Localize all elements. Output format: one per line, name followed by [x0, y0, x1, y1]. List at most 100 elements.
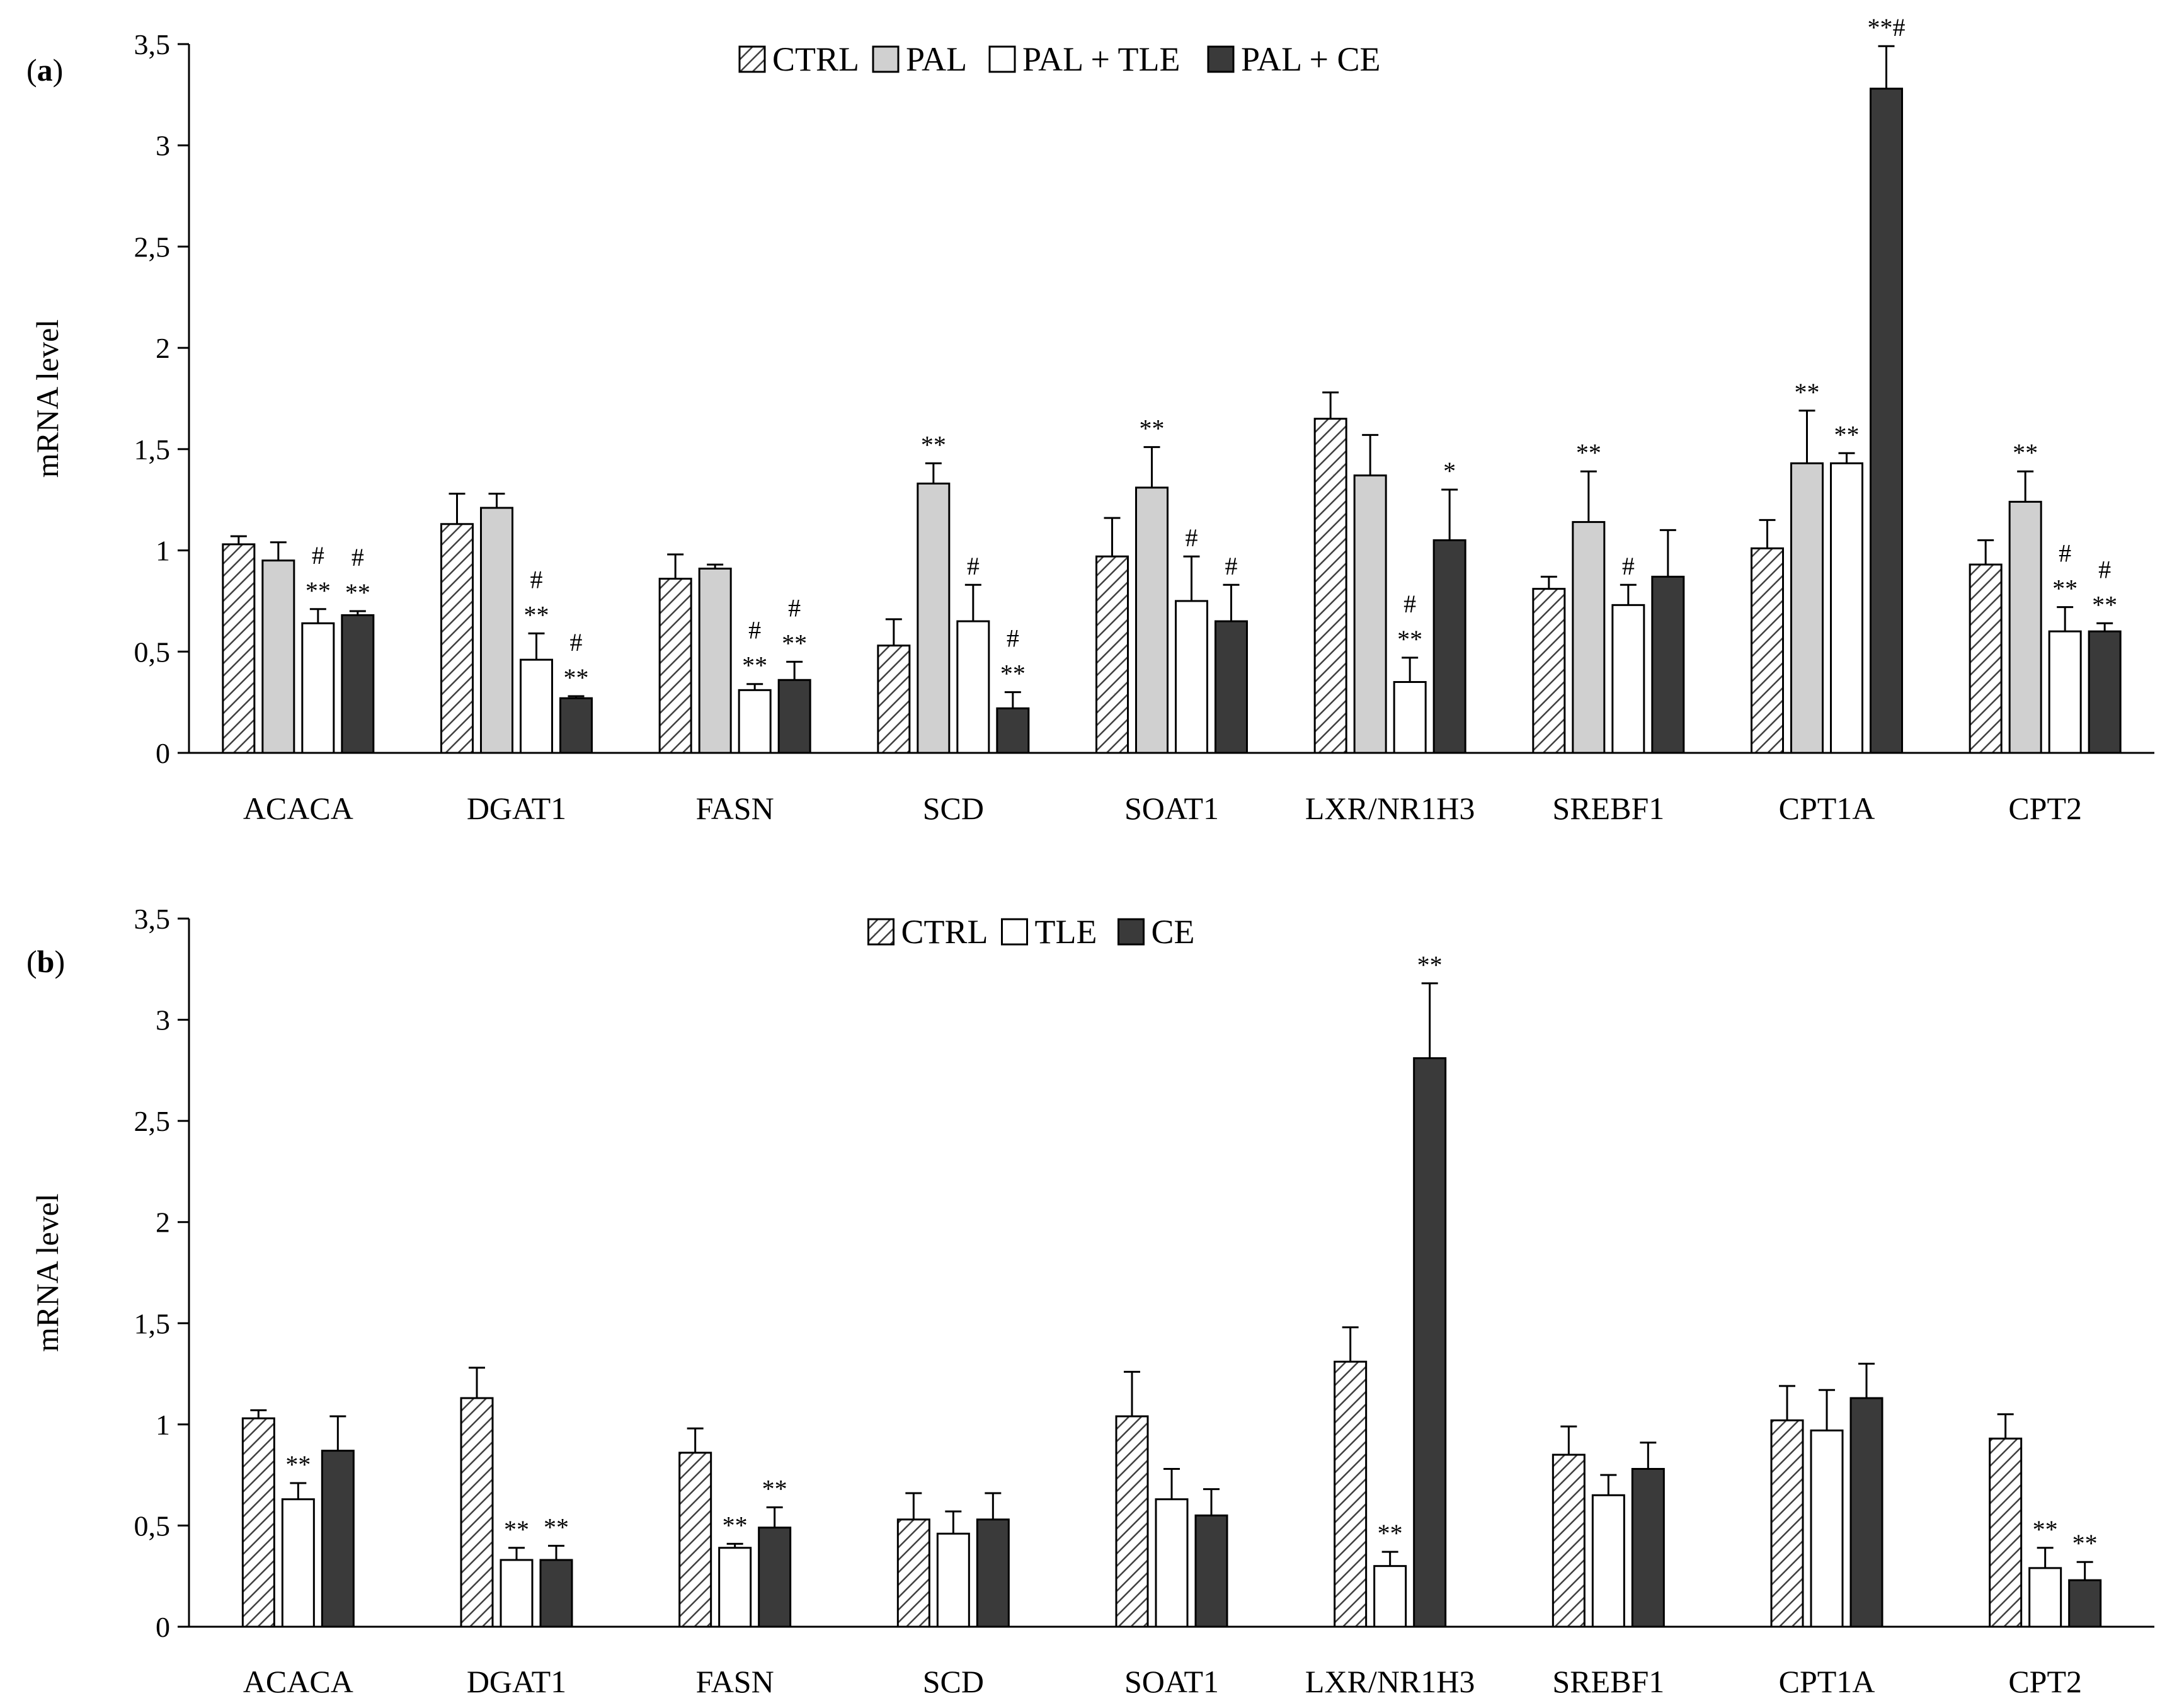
significance-mark: **	[524, 600, 549, 629]
y-tick-label: 3	[156, 1004, 170, 1036]
y-tick-label: 0,5	[134, 636, 171, 668]
bar-hatch	[678, 1452, 712, 1628]
significance-mark: #	[748, 616, 761, 645]
significance-mark: **	[2052, 575, 2078, 603]
bar-white	[2048, 630, 2082, 754]
bar-white	[1810, 1429, 1844, 1628]
significance-mark: *	[1443, 457, 1456, 485]
legend-swatch-white	[1001, 918, 1028, 946]
bar-hatch	[460, 1397, 494, 1628]
bar-dark	[341, 614, 375, 754]
x-category-label: LXR/NR1H3	[1305, 791, 1475, 826]
significance-mark: **#	[1868, 13, 1906, 42]
bar-hatch	[222, 543, 256, 754]
bar-dark	[559, 697, 593, 754]
x-category-label: LXR/NR1H3	[1305, 1664, 1475, 1699]
significance-mark: **	[723, 1511, 748, 1539]
bar-light	[261, 559, 295, 754]
bar-hatch	[1334, 1360, 1368, 1628]
significance-mark: **	[285, 1450, 311, 1479]
bar-dark	[1194, 1514, 1228, 1628]
significance-mark: **	[2013, 438, 2038, 467]
y-axis-label: mRNA level	[30, 1193, 65, 1351]
significance-mark: **	[1140, 415, 1165, 443]
bar-light	[1353, 474, 1387, 754]
bar-light	[480, 507, 513, 754]
y-tick-label: 0,5	[134, 1510, 171, 1542]
legend-swatch-hatch	[867, 918, 895, 946]
significance-mark: #	[1403, 590, 1416, 618]
bar-dark	[758, 1527, 792, 1628]
panel-letter: b	[37, 944, 55, 979]
legend-label: CTRL	[772, 40, 859, 78]
bar-hatch	[1095, 555, 1129, 754]
legend-swatch-dark	[1117, 918, 1145, 946]
bar-dark	[321, 1450, 355, 1628]
legend-swatch-hatch	[738, 45, 766, 73]
y-tick-label: 2,5	[134, 231, 171, 263]
significance-mark: **	[1576, 438, 1601, 467]
bar-light	[917, 483, 951, 754]
bar-dark	[1413, 1057, 1447, 1628]
x-category-label: DGAT1	[467, 1664, 566, 1699]
bar-hatch	[1770, 1419, 1804, 1628]
bar-hatch	[241, 1417, 275, 1628]
panel-label: (b)	[26, 944, 65, 979]
legend-label: TLE	[1035, 913, 1097, 951]
x-category-label: FASN	[696, 1664, 774, 1699]
x-category-label: SREBF1	[1552, 791, 1664, 826]
significance-mark: **	[2072, 1529, 2098, 1557]
significance-mark: #	[312, 541, 324, 570]
significance-mark: #	[570, 628, 583, 656]
y-tick-label: 1	[156, 535, 170, 567]
y-tick-label: 1,5	[134, 433, 171, 466]
x-category-label: SREBF1	[1552, 1664, 1664, 1699]
significance-mark: #	[2098, 555, 2111, 583]
bar-light	[698, 568, 732, 754]
bar-hatch	[1115, 1415, 1149, 1628]
bar-dark	[976, 1518, 1010, 1628]
bar-hatch	[1751, 547, 1784, 754]
significance-mark: **	[1397, 625, 1422, 653]
panel-a: (a)mRNA level00,511,522,533,5ACACA**#**#…	[26, 13, 2154, 826]
bar-hatch	[1552, 1453, 1586, 1628]
panel-b: (b) mRNA level 0 0,5 1 1,5 2 2,5 3 3,5 ACACA ** DGAT…	[26, 903, 2154, 1699]
bar-dark	[996, 707, 1030, 754]
bar-white	[1373, 1565, 1407, 1628]
y-tick-label: 1,5	[134, 1307, 171, 1339]
significance-mark: #	[788, 593, 801, 622]
bar-light	[1790, 462, 1824, 754]
significance-mark: #	[352, 543, 364, 571]
legend-label: PAL + TLE	[1022, 40, 1180, 78]
y-tick-label: 0	[156, 1611, 170, 1643]
y-tick-label: 1	[156, 1409, 170, 1441]
bar-white	[301, 622, 335, 754]
significance-mark: **	[1378, 1519, 1403, 1547]
bar-hatch	[896, 1518, 930, 1628]
bar-white	[2028, 1567, 2062, 1628]
y-axis-label: mRNA level	[30, 319, 65, 478]
bar-dark	[1651, 575, 1685, 754]
significance-mark: **	[762, 1475, 787, 1503]
bar-white	[1830, 462, 1863, 754]
significance-mark: **	[564, 663, 589, 692]
legend-label: CTRL	[901, 913, 988, 951]
x-category-label: SCD	[923, 1664, 984, 1699]
legend-label: PAL + CE	[1241, 40, 1381, 78]
significance-mark: **	[1417, 951, 1443, 979]
bar-dark	[1432, 539, 1466, 754]
y-tick-label: 3,5	[134, 28, 171, 60]
significance-mark: #	[1186, 524, 1198, 552]
significance-mark: **	[504, 1515, 529, 1544]
x-category-label: FASN	[696, 791, 774, 826]
significance-mark: **	[544, 1513, 569, 1542]
x-category-label: CPT1A	[1779, 791, 1875, 826]
x-category-label: CPT2	[2008, 1664, 2082, 1699]
y-tick-label: 2	[156, 1206, 170, 1239]
significance-mark: #	[1622, 552, 1635, 580]
legend: CTRL TLE CE	[867, 913, 1195, 951]
x-category-label: SOAT1	[1124, 1664, 1219, 1699]
bar-dark	[2068, 1579, 2102, 1628]
significance-mark: **	[1795, 378, 1820, 406]
